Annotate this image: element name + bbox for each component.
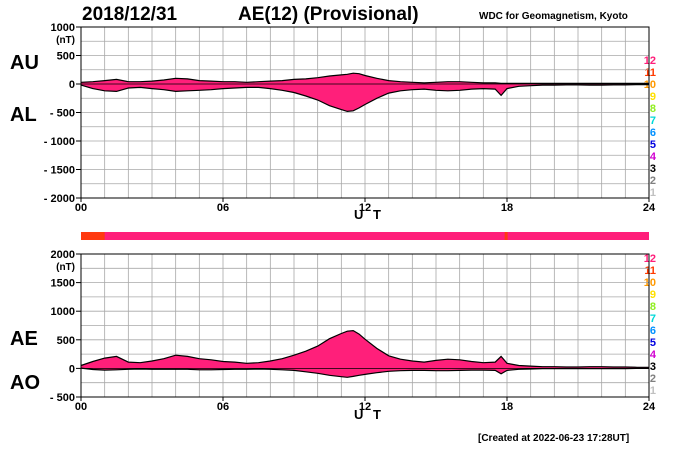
bottom-xaxis-label: U T bbox=[354, 407, 384, 422]
y-tick-label: - 500 bbox=[50, 108, 75, 120]
y-tick-label: 1000 bbox=[51, 22, 75, 34]
x-tick-label: 18 bbox=[501, 202, 513, 214]
au-label: AU bbox=[10, 52, 39, 74]
al-label: AL bbox=[10, 104, 37, 126]
legend-station-count: 6 bbox=[649, 127, 656, 139]
area-fill-bottom bbox=[81, 330, 649, 378]
created-timestamp: [Created at 2022-06-23 17:28UT] bbox=[478, 433, 630, 444]
legend-station-count: 4 bbox=[649, 151, 656, 163]
x-tick-label: 24 bbox=[643, 202, 656, 214]
legend-station-count: 5 bbox=[649, 139, 656, 151]
x-tick-label: 06 bbox=[217, 401, 229, 413]
bottom-legend: 12 11 10 9 8 7 6 5 4 3 2 1 bbox=[636, 253, 656, 397]
legend-station-count: 7 bbox=[649, 313, 656, 325]
legend-station-count: 1 bbox=[649, 385, 656, 397]
legend-station-count: 10 bbox=[643, 277, 656, 289]
series-line-al bbox=[80, 84, 649, 113]
y-tick-label: - 1000 bbox=[44, 136, 75, 148]
legend-station-count: 7 bbox=[649, 115, 656, 127]
legend-station-count: 2 bbox=[649, 175, 656, 187]
legend-station-count: 2 bbox=[649, 373, 656, 385]
legend-station-count: 8 bbox=[649, 301, 656, 313]
legend-station-count: 9 bbox=[649, 91, 656, 103]
y-tick-label: 500 bbox=[57, 51, 75, 63]
legend-station-count: 11 bbox=[644, 67, 656, 79]
y-tick-label: 0 bbox=[69, 79, 75, 91]
area-fill-top bbox=[81, 73, 649, 112]
top-xaxis-label: U T bbox=[354, 207, 384, 222]
legend-station-count: 8 bbox=[649, 103, 656, 115]
legend-station-count: 3 bbox=[649, 163, 656, 175]
ao-label: AO bbox=[10, 372, 40, 394]
x-tick-label: 00 bbox=[75, 401, 87, 413]
credit-label: WDC for Geomagnetism, Kyoto bbox=[479, 11, 628, 22]
top-legend: 12 11 10 9 8 7 6 5 4 3 2 1 bbox=[636, 55, 656, 199]
x-tick-label: 00 bbox=[75, 202, 87, 214]
y-tick-label: - 1500 bbox=[44, 165, 75, 177]
series-line-au bbox=[80, 72, 649, 84]
legend-station-count: 9 bbox=[649, 289, 656, 301]
y-tick-label: 500 bbox=[57, 335, 75, 347]
y-tick-label: 1000 bbox=[51, 306, 75, 318]
legend-station-count: 3 bbox=[649, 361, 656, 373]
legend-station-count: 6 bbox=[649, 325, 656, 337]
legend-station-count: 12 bbox=[643, 55, 656, 67]
y-tick-label: 1500 bbox=[51, 278, 75, 290]
legend-station-count: 4 bbox=[649, 349, 656, 361]
legend-station-count: 10 bbox=[643, 79, 656, 91]
x-tick-label: 18 bbox=[501, 401, 513, 413]
y-tick-label: 0 bbox=[69, 363, 75, 375]
y-tick-label: - 2000 bbox=[44, 193, 75, 205]
x-tick-label: 12 bbox=[359, 401, 371, 413]
x-tick-label: 12 bbox=[359, 202, 371, 214]
chart-title: AE(12) (Provisional) bbox=[238, 4, 419, 25]
coverage-strip-early bbox=[81, 232, 105, 240]
x-tick-label: 24 bbox=[643, 401, 656, 413]
legend-station-count: 5 bbox=[649, 337, 656, 349]
legend-station-count: 12 bbox=[643, 253, 656, 265]
y-tick-label: - 500 bbox=[50, 392, 75, 404]
series-line-ae bbox=[80, 329, 649, 368]
legend-station-count: 1 bbox=[649, 187, 656, 199]
legend-station-count: 11 bbox=[644, 265, 656, 277]
date-label: 2018/12/31 bbox=[82, 4, 178, 25]
y-unit-label: (nT) bbox=[56, 35, 75, 46]
coverage-strip bbox=[81, 232, 649, 240]
y-unit-label: (nT) bbox=[56, 262, 75, 273]
x-tick-label: 06 bbox=[217, 202, 229, 214]
y-tick-label: 2000 bbox=[51, 249, 75, 261]
ae-label: AE bbox=[10, 328, 38, 350]
panel-top: 1000 500 0 - 500 - 1000 - 1500 - 2000 (nT) 00 06 1… bbox=[44, 22, 656, 214]
coverage-strip-mark bbox=[504, 232, 508, 240]
